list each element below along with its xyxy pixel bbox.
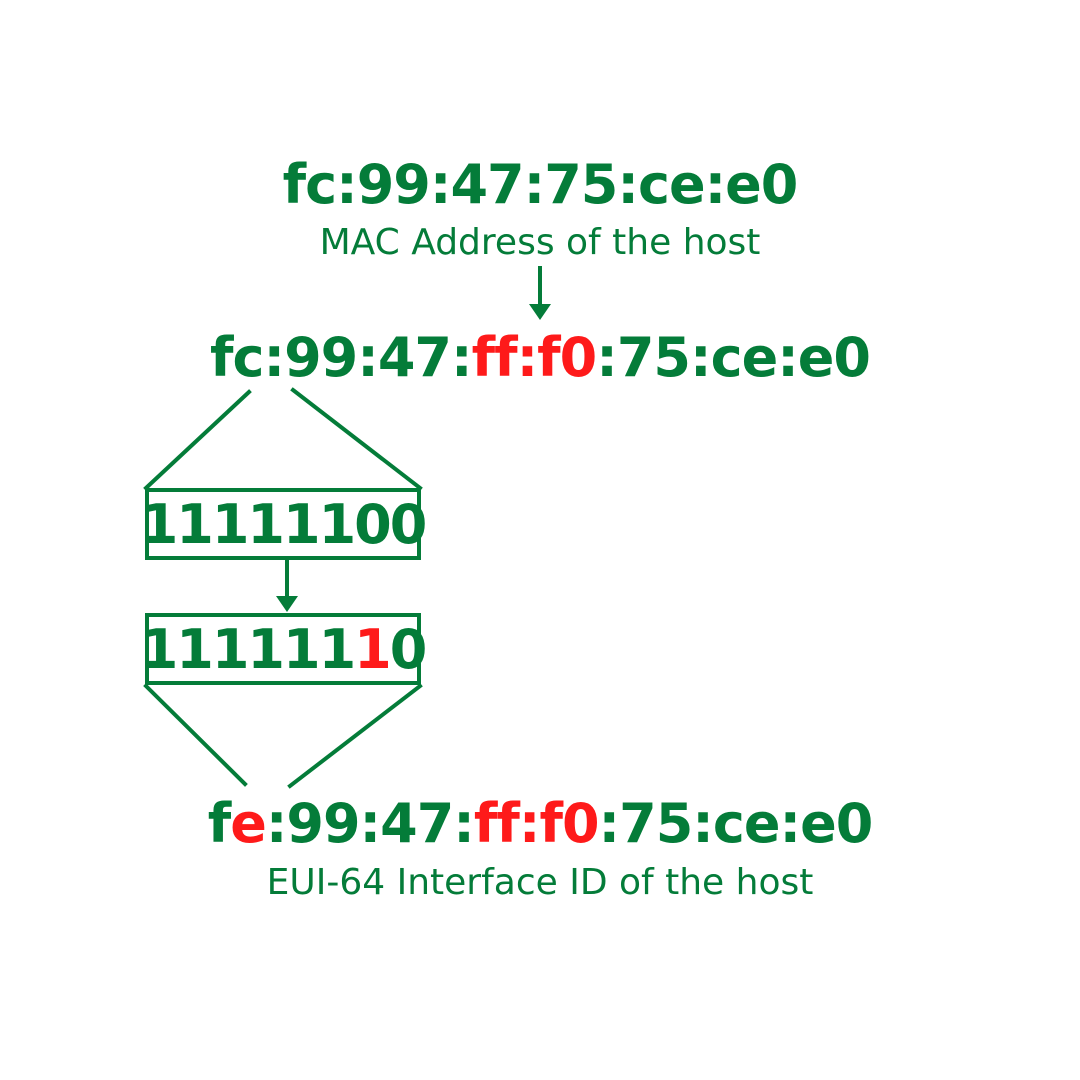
mac-address: fc:99:47:75:ce:e0 xyxy=(282,153,799,216)
eui64-part3: :99:47: xyxy=(265,792,475,855)
eui64-flipped-char: e xyxy=(230,792,267,855)
inserted-address: fc:99:47:ff:f0:75:ce:e0 xyxy=(140,322,940,394)
box-arrowhead xyxy=(276,596,298,612)
mac-to-inserted-arrowhead xyxy=(529,304,551,320)
eui64-inserted-bytes: ff:f0 xyxy=(473,792,600,855)
bits-before-value: 11111100 xyxy=(140,492,428,556)
bits-after-suffix: 0 xyxy=(389,617,428,681)
bits-after-value: 11111110 xyxy=(140,617,428,681)
inserted-suffix: :75:ce:e0 xyxy=(596,326,871,389)
funnel-right-top xyxy=(290,387,423,491)
funnel-left-bottom xyxy=(143,683,248,787)
funnel-right-bottom xyxy=(287,683,423,789)
inserted-prefix: fc:99:47: xyxy=(209,326,473,389)
bits-after-flipped: 1 xyxy=(354,617,392,681)
bits-after-prefix: 111111 xyxy=(140,617,356,681)
bits-before-box: 11111100 xyxy=(141,488,427,560)
inserted-bytes: ff:f0 xyxy=(471,326,598,389)
eui64-address: fe:99:47:ff:f0:75:ce:e0 xyxy=(140,788,940,860)
bits-after-box: 11111110 xyxy=(141,613,427,685)
funnel-left-top xyxy=(143,389,252,491)
eui64-part5: :75:ce:e0 xyxy=(598,792,874,855)
eui64-part1: f xyxy=(207,792,231,855)
mac-caption: MAC Address of the host xyxy=(319,222,761,263)
eui64-caption: EUI-64 Interface ID of the host xyxy=(266,862,814,903)
